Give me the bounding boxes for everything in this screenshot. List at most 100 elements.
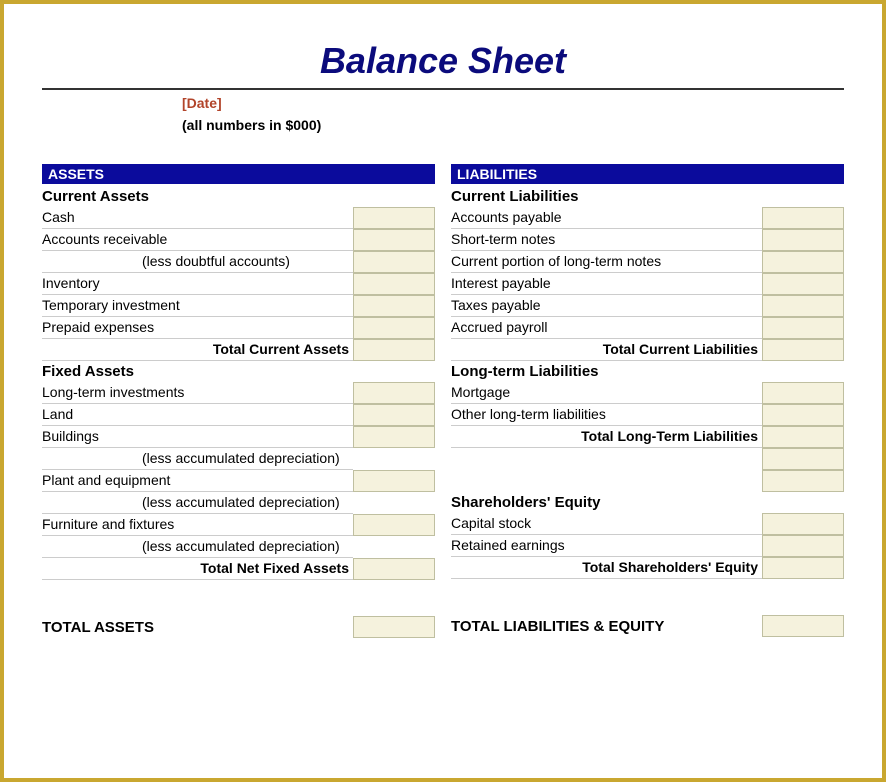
value-cell[interactable] [762, 404, 844, 426]
section-title: Current Assets [42, 186, 435, 207]
line-item-label: Inventory [42, 273, 353, 295]
value-cell[interactable] [353, 229, 435, 251]
line-item-label: Short-term notes [451, 229, 762, 251]
value-cell[interactable] [762, 317, 844, 339]
line-item-label: Retained earnings [451, 535, 762, 557]
line-item-row: (less accumulated depreciation) [42, 492, 435, 514]
line-item-row: Accounts payable [451, 207, 844, 229]
line-item-label: (less doubtful accounts) [42, 251, 353, 273]
total-liab-equity-label: TOTAL LIABILITIES & EQUITY [451, 618, 762, 635]
line-item-row: Buildings [42, 426, 435, 448]
line-item-row: Taxes payable [451, 295, 844, 317]
section-title: Shareholders' Equity [451, 492, 844, 513]
line-item-label: Cash [42, 207, 353, 229]
line-item-row: Mortgage [451, 382, 844, 404]
value-cell[interactable] [762, 535, 844, 557]
line-item-row: Land [42, 404, 435, 426]
value-cell[interactable] [353, 339, 435, 361]
value-cell[interactable] [762, 426, 844, 448]
total-label: Total Current Assets [42, 339, 353, 361]
line-item-label: Mortgage [451, 382, 762, 404]
line-item-label: Accrued payroll [451, 317, 762, 339]
total-label: Total Net Fixed Assets [42, 558, 353, 580]
date-placeholder: [Date] [182, 92, 844, 114]
liabilities-header: LIABILITIES [451, 164, 844, 184]
line-item-label: Land [42, 404, 353, 426]
value-cell[interactable] [353, 273, 435, 295]
value-cell[interactable] [762, 382, 844, 404]
line-item-label: (less accumulated depreciation) [42, 492, 353, 514]
value-cell[interactable] [353, 470, 435, 492]
total-assets-label: TOTAL ASSETS [42, 619, 353, 636]
line-item-row: Total Current Liabilities [451, 339, 844, 361]
line-item-label: Furniture and fixtures [42, 514, 353, 536]
value-cell[interactable] [762, 273, 844, 295]
value-cell[interactable] [762, 470, 844, 492]
value-cell[interactable] [762, 339, 844, 361]
value-cell[interactable] [762, 251, 844, 273]
line-item-row: Retained earnings [451, 535, 844, 557]
value-cell[interactable] [762, 557, 844, 579]
line-item-row: (less accumulated depreciation) [42, 448, 435, 470]
line-item-label: Plant and equipment [42, 470, 353, 492]
total-label: Total Current Liabilities [451, 339, 762, 361]
line-item-row: (less doubtful accounts) [42, 251, 435, 273]
section-title: Fixed Assets [42, 361, 435, 382]
value-cell[interactable] [353, 514, 435, 536]
line-item-row: Inventory [42, 273, 435, 295]
total-liab-equity-row: TOTAL LIABILITIES & EQUITY [451, 615, 844, 637]
total-assets-row: TOTAL ASSETS [42, 616, 435, 638]
line-item-label: Buildings [42, 426, 353, 448]
total-liab-equity-value[interactable] [762, 615, 844, 637]
line-item-row: Accrued payroll [451, 317, 844, 339]
line-item-label: (less accumulated depreciation) [42, 536, 353, 558]
line-item-row: Plant and equipment [42, 470, 435, 492]
line-item-row: Other long-term liabilities [451, 404, 844, 426]
value-cell[interactable] [353, 207, 435, 229]
line-item-row: Current portion of long-term notes [451, 251, 844, 273]
line-item-label: Current portion of long-term notes [451, 251, 762, 273]
page-title: Balance Sheet [42, 40, 844, 90]
value-cell[interactable] [353, 404, 435, 426]
value-cell[interactable] [353, 382, 435, 404]
balance-sheet: Balance Sheet [Date] (all numbers in $00… [42, 40, 844, 638]
line-item-row: Furniture and fixtures [42, 514, 435, 536]
line-item-row: Short-term notes [451, 229, 844, 251]
liabilities-sections: Current LiabilitiesAccounts payableShort… [451, 186, 844, 579]
value-cell[interactable] [353, 426, 435, 448]
line-item-label: Prepaid expenses [42, 317, 353, 339]
line-item-row: Accounts receivable [42, 229, 435, 251]
line-item-row: Long-term investments [42, 382, 435, 404]
section-title: Current Liabilities [451, 186, 844, 207]
assets-sections: Current AssetsCashAccounts receivable(le… [42, 186, 435, 580]
line-item-row: Total Long-Term Liabilities [451, 426, 844, 448]
line-item-row [451, 448, 844, 470]
value-cell[interactable] [762, 229, 844, 251]
line-item-label: Accounts payable [451, 207, 762, 229]
value-cell[interactable] [762, 207, 844, 229]
columns: ASSETS Current AssetsCashAccounts receiv… [42, 164, 844, 638]
line-item-label: Accounts receivable [42, 229, 353, 251]
value-cell[interactable] [762, 448, 844, 470]
line-item-label [451, 448, 762, 470]
line-item-label: Interest payable [451, 273, 762, 295]
line-item-label [451, 470, 762, 492]
line-item-label: Capital stock [451, 513, 762, 535]
line-item-row: Capital stock [451, 513, 844, 535]
value-cell[interactable] [762, 295, 844, 317]
line-item-label: Temporary investment [42, 295, 353, 317]
line-item-row: Prepaid expenses [42, 317, 435, 339]
assets-column: ASSETS Current AssetsCashAccounts receiv… [42, 164, 443, 638]
assets-header: ASSETS [42, 164, 435, 184]
value-cell[interactable] [762, 513, 844, 535]
total-assets-value[interactable] [353, 616, 435, 638]
value-cell[interactable] [353, 295, 435, 317]
line-item-label: Long-term investments [42, 382, 353, 404]
value-cell[interactable] [353, 317, 435, 339]
line-item-label: Other long-term liabilities [451, 404, 762, 426]
value-cell[interactable] [353, 251, 435, 273]
line-item-row: Cash [42, 207, 435, 229]
value-cell[interactable] [353, 558, 435, 580]
line-item-row: Interest payable [451, 273, 844, 295]
units-note: (all numbers in $000) [182, 114, 844, 136]
